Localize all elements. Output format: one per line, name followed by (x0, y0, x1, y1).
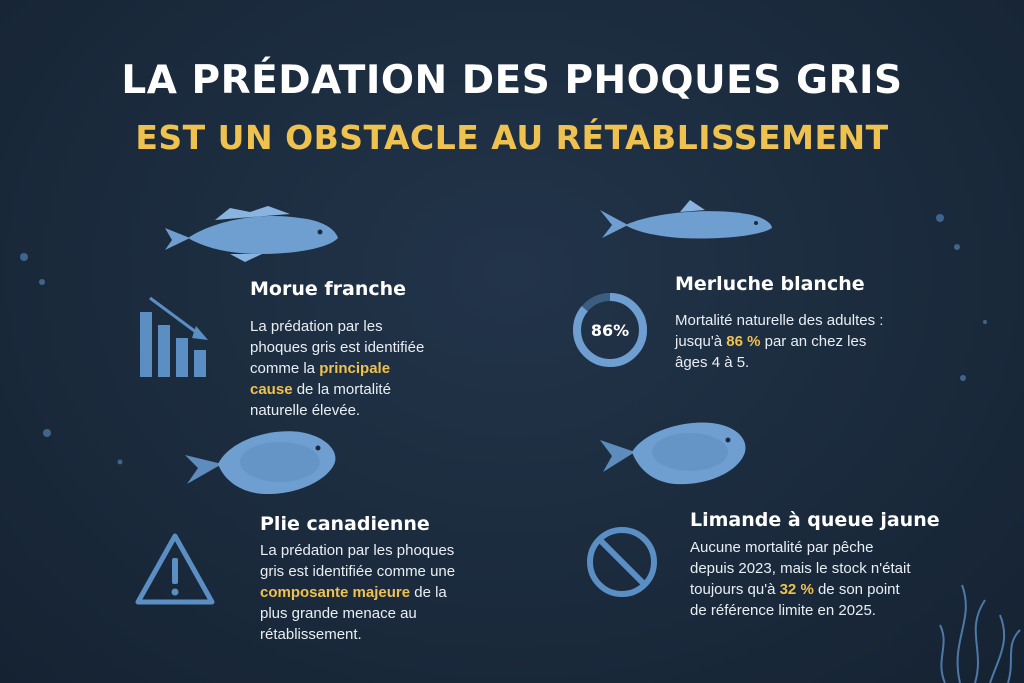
text-run: La prédation par les phoques gris est id… (260, 542, 456, 580)
section-title: Merluche blanche (675, 273, 865, 295)
ring-label: 86% (591, 321, 629, 340)
text-run: Mortalité naturelle des adultes : jusqu'… (675, 312, 884, 350)
highlight: 86 % (726, 333, 761, 350)
seaweed (939, 584, 1021, 683)
highlight: principale cause (250, 360, 391, 398)
section-text: Aucune mortalité par pêche depuis 2023, … (690, 537, 915, 621)
text-run: de la plus grande menace au rétablisseme… (260, 584, 447, 643)
highlight: composante majeure (260, 584, 411, 601)
section-title: Morue franche (250, 278, 407, 300)
text-run: de son point de référence limite en 2025… (690, 581, 900, 619)
bubbles (20, 214, 987, 465)
plaice-icon (185, 431, 336, 495)
cod-icon (165, 206, 338, 262)
ring-arc (573, 293, 647, 367)
flounder-icon (600, 422, 746, 485)
title: LA PRÉDATION DES PHOQUES GRIS (121, 58, 903, 103)
section-title: Plie canadienne (260, 513, 430, 535)
hake-icon (600, 200, 772, 239)
text-run: de la mortalité naturelle élevée. (250, 381, 391, 419)
section-text: La prédation par les phoques gris est id… (260, 540, 460, 645)
ring: 86% (573, 293, 647, 367)
subtitle: EST UN OBSTACLE AU RÉTABLISSEMENT (135, 118, 889, 157)
text-run: Aucune mortalité par pêche depuis 2023, … (690, 539, 911, 598)
section-text: La prédation par les phoques gris est id… (250, 316, 435, 421)
section-title: Limande à queue jaune (690, 509, 940, 531)
no-icon (587, 527, 657, 597)
text-run: par an chez les âges 4 à 5. (675, 333, 867, 371)
text-run: La prédation par les phoques gris est id… (250, 318, 425, 377)
warning-icon (135, 533, 215, 605)
highlight: 32 % (779, 581, 814, 598)
section-text: Mortalité naturelle des adultes : jusqu'… (675, 310, 900, 373)
decline-icon (140, 296, 208, 377)
